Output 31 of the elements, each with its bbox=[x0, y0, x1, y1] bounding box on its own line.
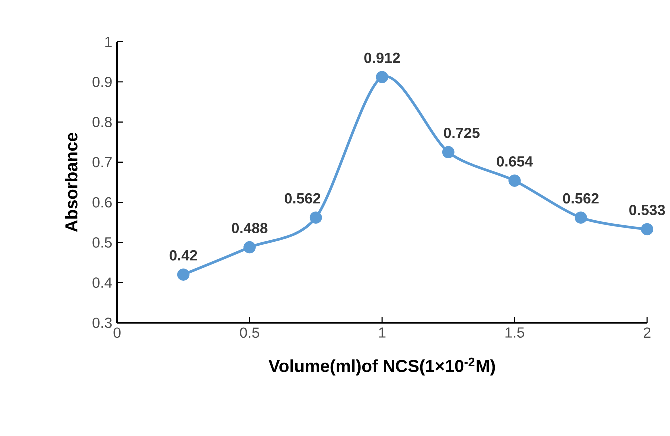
point bbox=[310, 212, 322, 224]
x-tick-label: 0.5 bbox=[240, 328, 260, 338]
y-tick-label: 0.5 bbox=[92, 238, 112, 248]
y-tick-label: 0.6 bbox=[92, 197, 112, 208]
x-tick-label: 1.5 bbox=[506, 328, 524, 338]
point bbox=[442, 146, 455, 159]
data-label: 0.488 bbox=[232, 223, 268, 234]
point bbox=[244, 241, 256, 254]
point bbox=[574, 212, 588, 224]
x-tick-label: 0 bbox=[114, 328, 121, 338]
point bbox=[508, 174, 521, 188]
data-label: 0.912 bbox=[364, 52, 400, 64]
data-label: 0.562 bbox=[284, 193, 321, 204]
data-label: 0.562 bbox=[563, 193, 599, 204]
y-tick-label: 0.3 bbox=[92, 318, 112, 328]
y-tick-label: 0.8 bbox=[92, 117, 112, 128]
y-axis-title: Absorbance bbox=[65, 133, 78, 232]
x-axis-title: Volume(ml)of NCS(1×10$^{-2}$M) bbox=[268, 358, 496, 376]
point bbox=[641, 223, 654, 236]
y-tick-label: 0.4 bbox=[92, 278, 112, 288]
y-tick-label: 0.9 bbox=[92, 76, 112, 88]
data-label: 0.654 bbox=[497, 156, 534, 167]
x-tick-label: 1 bbox=[379, 328, 386, 338]
x-tick-label: 2 bbox=[644, 328, 651, 338]
point bbox=[376, 71, 388, 84]
data-label: 0.533 bbox=[630, 205, 666, 216]
data-label: 0.42 bbox=[170, 250, 198, 261]
y-tick-label: 0.7 bbox=[92, 157, 112, 168]
point bbox=[177, 268, 190, 281]
data-label: 0.725 bbox=[444, 128, 480, 138]
y-tick-label: 1 bbox=[106, 36, 112, 48]
